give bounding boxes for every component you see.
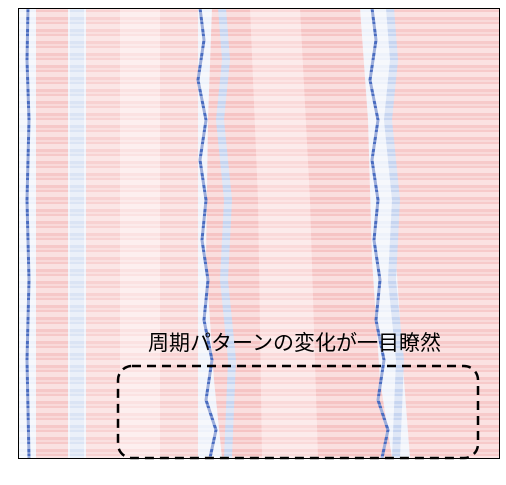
annotation-text: 周期パターンの変化が一目瞭然 <box>148 331 441 355</box>
page: 周期パターンの変化が一目瞭然 (() => { const data = JSO… <box>0 0 506 485</box>
heatmap <box>18 8 499 458</box>
figure: 周期パターンの変化が一目瞭然 <box>0 0 506 485</box>
